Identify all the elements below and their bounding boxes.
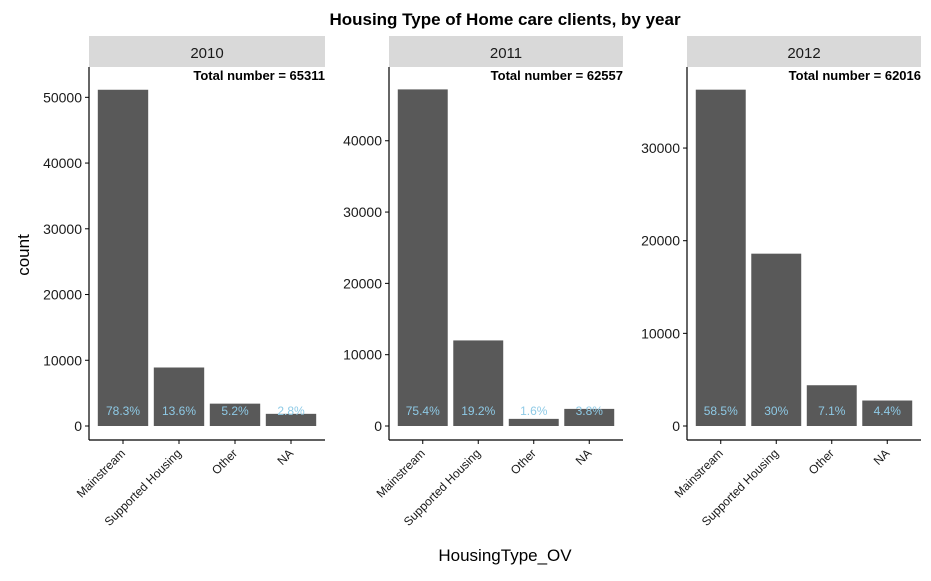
y-tick-label: 10000	[343, 347, 382, 363]
bar	[862, 400, 913, 426]
y-tick-label: 30000	[343, 204, 382, 220]
y-axis-title: count	[14, 234, 33, 276]
facet-panel-2011: 2011 0 10000 20000 30000 40000 75.4% Mainstream…	[343, 36, 623, 529]
percent-label: 58.5%	[704, 404, 738, 418]
y-tick-label: 30000	[43, 221, 82, 237]
y-tick-label: 40000	[343, 133, 382, 149]
chart-panels: 2010 0 10000 20000 30000 40000 50000 78.3% Mains…	[43, 36, 921, 529]
y-tick-label: 20000	[641, 233, 680, 249]
x-tick-label: Mainstream	[672, 446, 726, 500]
bar	[806, 385, 857, 426]
facet-strip-label: 2010	[190, 45, 223, 62]
x-tick-label: NA	[573, 446, 595, 468]
total-annotation: Total number = 62016	[789, 68, 921, 83]
x-tick-label: Other	[508, 446, 539, 477]
y-tick-label: 50000	[43, 89, 82, 105]
x-tick-label: Mainstream	[374, 446, 428, 500]
x-tick-label: NA	[274, 446, 296, 468]
y-tick-label: 10000	[43, 352, 82, 368]
bar	[508, 418, 559, 426]
percent-label: 78.3%	[106, 404, 140, 418]
facet-strip-label: 2011	[490, 45, 522, 62]
percent-label: 4.4%	[874, 404, 902, 418]
y-tick-label: 0	[74, 418, 82, 434]
percent-label: 5.2%	[221, 404, 249, 418]
y-tick-label: 30000	[641, 140, 680, 156]
y-tick-label: 40000	[43, 155, 82, 171]
x-tick-label: Other	[209, 446, 240, 477]
bar	[265, 413, 317, 426]
facet-strip	[89, 36, 325, 67]
y-tick-label: 10000	[641, 325, 680, 341]
bar	[397, 89, 448, 426]
percent-label: 2.8%	[277, 404, 305, 418]
x-tick-label: NA	[871, 446, 893, 468]
facet-panel-2010: 2010 0 10000 20000 30000 40000 50000 78.3% Mains…	[43, 36, 325, 529]
total-annotation: Total number = 62557	[491, 68, 623, 83]
y-tick-label: 0	[374, 418, 382, 434]
y-tick-label: 0	[672, 418, 680, 434]
percent-label: 30%	[764, 404, 788, 418]
percent-label: 7.1%	[818, 404, 846, 418]
chart-title: Housing Type of Home care clients, by ye…	[329, 10, 681, 29]
bar	[695, 89, 746, 427]
bar	[153, 367, 205, 426]
percent-label: 3.8%	[576, 404, 604, 418]
bar	[453, 340, 504, 426]
x-tick-label: Other	[806, 446, 837, 477]
facet-panel-2012: 2012010000200003000058.5%Mainstream30%Su…	[641, 36, 921, 529]
facet-strip-label: 2012	[787, 45, 820, 62]
bar	[564, 408, 615, 426]
bar	[97, 89, 149, 426]
x-tick-label: Mainstream	[74, 446, 128, 500]
bar	[751, 253, 802, 426]
facet-strip	[687, 36, 921, 67]
percent-label: 19.2%	[461, 404, 495, 418]
facet-strip	[389, 36, 623, 67]
x-axis-title: HousingType_OV	[438, 546, 572, 565]
percent-label: 13.6%	[162, 404, 196, 418]
percent-label: 75.4%	[406, 404, 440, 418]
percent-label: 1.6%	[520, 404, 548, 418]
bar	[209, 403, 261, 426]
total-annotation: Total number = 65311	[193, 68, 325, 83]
y-tick-label: 20000	[43, 287, 82, 303]
y-tick-label: 20000	[343, 275, 382, 291]
